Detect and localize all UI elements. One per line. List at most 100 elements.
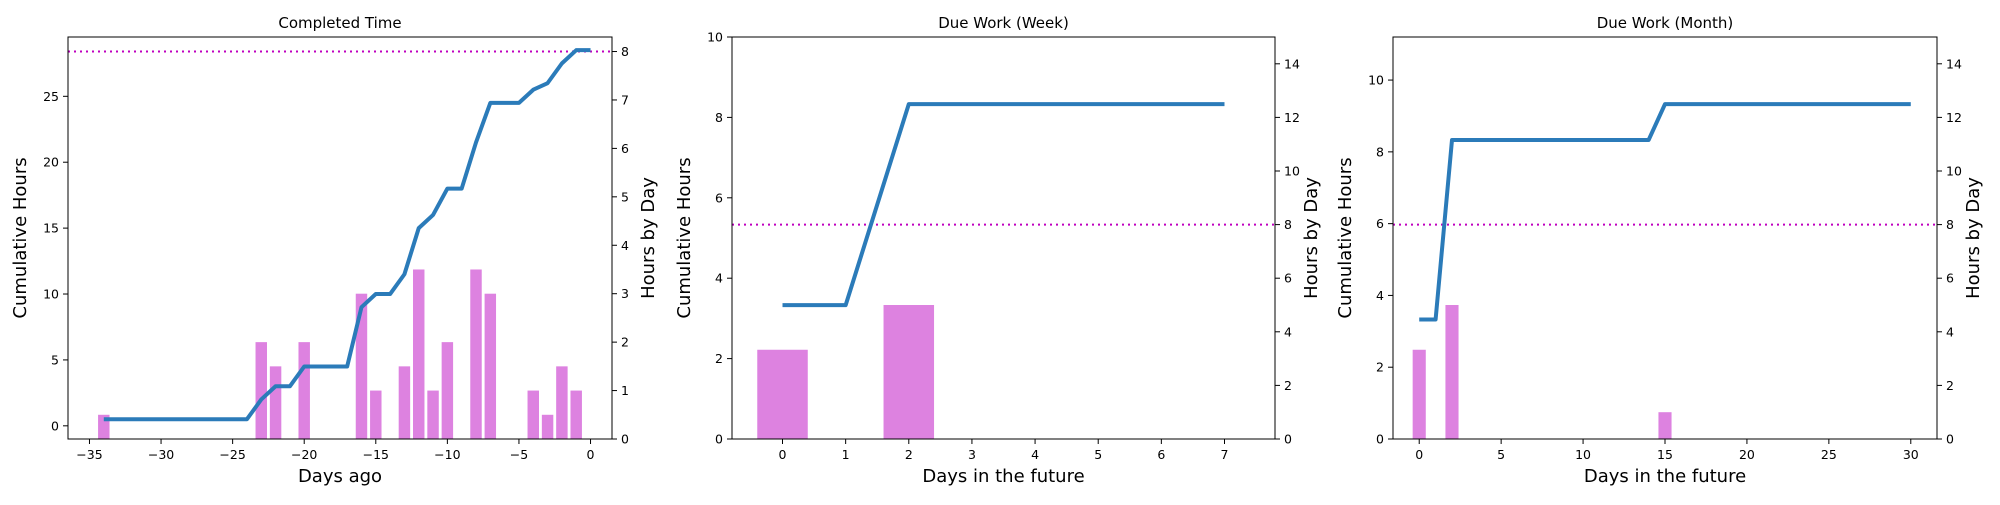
y-tick-label: 8 (715, 110, 723, 125)
plot-frame (1392, 36, 1938, 440)
x-tick-label: 30 (1903, 447, 1919, 462)
cumulative-line (1419, 102, 1911, 322)
y-tick-label: 10 (43, 287, 59, 302)
x-tick-label: −5 (510, 447, 528, 462)
y2-tick-label: 12 (1284, 110, 1300, 125)
x-tick-label: −25 (219, 447, 245, 462)
x-tick-label: 7 (1221, 447, 1229, 462)
y2-tick-label: 10 (1284, 164, 1300, 179)
y-tick-label: 10 (1368, 73, 1384, 88)
y2-tick-label: 6 (1284, 271, 1292, 286)
y-tick-label: 2 (715, 351, 723, 366)
bar (398, 366, 411, 439)
bar (441, 342, 454, 439)
x-axis-label: Days in the future (922, 466, 1084, 487)
bar (484, 293, 497, 439)
x-tick-label: −35 (76, 447, 102, 462)
y-tick-label: 5 (51, 352, 59, 367)
chart-title: Completed Time (278, 14, 401, 32)
y2-tick-label: 4 (1946, 324, 1954, 339)
bar (556, 366, 568, 439)
y2-tick-label: 0 (1284, 432, 1292, 447)
x-axis-label: Days ago (298, 466, 382, 487)
bar (541, 414, 554, 439)
y2-tick-label: 8 (621, 44, 629, 59)
bar (370, 390, 382, 439)
bar (298, 342, 310, 439)
y2-tick-label: 5 (621, 189, 629, 204)
y2-tick-label: 6 (1946, 271, 1954, 286)
y-tick-label: 6 (1376, 216, 1384, 231)
y-tick-label: 8 (1376, 144, 1384, 159)
bar (1658, 412, 1672, 439)
bar (98, 414, 110, 439)
chart-panel-3: 0 5 10 15 20 25 30 0 2 4 6 8 10 0 2 4 6 8 10 12 14 Due Work (… (1335, 14, 1984, 487)
x-tick-label: 10 (1575, 447, 1591, 462)
cumulative-line (103, 48, 591, 422)
y-tick-label: 2 (1376, 360, 1384, 375)
plot-frame (67, 36, 613, 440)
bar (883, 305, 935, 439)
x-tick-label: 2 (905, 447, 913, 462)
x-tick-label: −30 (148, 447, 174, 462)
y2-tick-label: 10 (1946, 164, 1962, 179)
y2-axis-label: Hours by Day (638, 177, 659, 299)
y-tick-label: 15 (43, 221, 59, 236)
y-tick-label: 10 (707, 30, 723, 45)
x-tick-label: −15 (363, 447, 389, 462)
x-axis-label: Days in the future (1584, 466, 1746, 487)
y2-tick-label: 2 (1284, 378, 1292, 393)
chart-title: Due Work (Week) (938, 14, 1069, 32)
bar (470, 269, 482, 439)
y2-tick-label: 2 (621, 335, 629, 350)
y2-tick-label: 14 (1946, 56, 1962, 71)
y-tick-label: 0 (1376, 432, 1384, 447)
y2-axis-label: Hours by Day (1301, 177, 1322, 299)
x-tick-label: 0 (587, 447, 595, 462)
y-tick-label: 0 (715, 432, 723, 447)
x-tick-label: 5 (1094, 447, 1102, 462)
y2-tick-label: 0 (621, 432, 629, 447)
y-tick-label: 4 (715, 271, 723, 286)
y2-tick-label: 6 (621, 141, 629, 156)
y-tick-label: 0 (51, 418, 59, 433)
x-tick-label: 1 (842, 447, 850, 462)
y-tick-label: 6 (715, 190, 723, 205)
y2-tick-label: 8 (1946, 217, 1954, 232)
y2-tick-label: 8 (1284, 217, 1292, 232)
chart-panel-1: −35 −30 −25 −20 −15 −10 −5 0 0 5 10 15 20 25 0 1 2 3 4 5 6 7 8… (10, 14, 659, 487)
x-tick-label: 3 (968, 447, 976, 462)
y2-tick-label: 3 (621, 286, 629, 301)
bar (255, 342, 267, 439)
y2-tick-label: 14 (1284, 56, 1300, 71)
bar (355, 293, 368, 439)
y2-tick-label: 1 (621, 383, 629, 398)
y2-tick-label: 0 (1946, 432, 1954, 447)
x-tick-label: 20 (1739, 447, 1755, 462)
x-tick-label: 5 (1497, 447, 1505, 462)
x-tick-label: 15 (1657, 447, 1673, 462)
y2-tick-label: 2 (1946, 378, 1954, 393)
x-tick-label: 0 (1415, 447, 1423, 462)
y-tick-label: 4 (1376, 288, 1384, 303)
bar (527, 390, 539, 439)
x-tick-label: 0 (779, 447, 787, 462)
y-tick-label: 20 (43, 155, 59, 170)
bar (1412, 349, 1426, 439)
y-tick-label: 25 (43, 89, 59, 104)
bar (1445, 305, 1459, 439)
x-tick-label: 25 (1821, 447, 1837, 462)
x-tick-label: 4 (1031, 447, 1039, 462)
bar (427, 390, 439, 439)
y-axis-label: Cumulative Hours (674, 157, 695, 318)
x-tick-label: 6 (1157, 447, 1165, 462)
y2-tick-label: 12 (1946, 110, 1962, 125)
y2-tick-label: 7 (621, 92, 629, 107)
x-tick-label: −10 (434, 447, 460, 462)
bar (757, 349, 808, 439)
x-tick-label: −20 (291, 447, 317, 462)
cumulative-line (782, 102, 1225, 308)
